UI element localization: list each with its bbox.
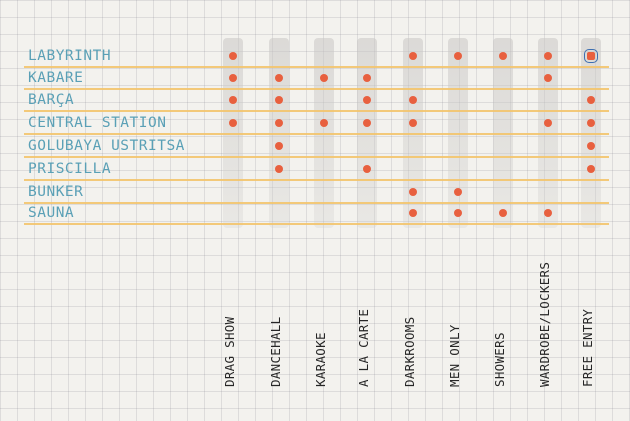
dot-golubaya-ustritsa-free-entry xyxy=(587,142,595,150)
dot-golubaya-ustritsa-dancehall xyxy=(275,142,283,150)
dot-kabare-dancehall xyxy=(275,74,283,82)
feature-label-free-entry: FREE ENTRY xyxy=(580,308,595,387)
row-line-kabare xyxy=(24,88,609,90)
dot-labyrinth-men-only xyxy=(454,52,462,60)
row-line-golubaya-ustritsa xyxy=(24,156,609,158)
dot-bar-a-dancehall xyxy=(275,96,283,104)
venue-label-bar-a: BARÇA xyxy=(28,92,75,108)
venue-label-bunker: BUNKER xyxy=(28,184,84,200)
row-line-central-station xyxy=(24,133,609,135)
dot-labyrinth-drag-show xyxy=(229,52,237,60)
dot-central-station-wardrobe-lockers xyxy=(544,119,552,127)
row-line-bar-a xyxy=(24,110,609,112)
feature-label-showers: SHOWERS xyxy=(492,332,507,387)
venue-label-kabare: KABARE xyxy=(28,70,84,86)
dot-priscilla-free-entry xyxy=(587,165,595,173)
dot-sauna-wardrobe-lockers xyxy=(544,209,552,217)
feature-label-drag-show: DRAG SHOW xyxy=(222,316,237,387)
row-line-bunker xyxy=(24,202,609,204)
dot-central-station-free-entry xyxy=(587,119,595,127)
dot-central-station-dancehall xyxy=(275,119,283,127)
venue-label-golubaya-ustritsa: GOLUBAYA USTRITSA xyxy=(28,138,185,154)
row-line-labyrinth xyxy=(24,66,609,68)
feature-label-karaoke: KARAOKE xyxy=(313,332,328,387)
dot-bunker-darkrooms xyxy=(409,188,417,196)
venue-label-priscilla: PRISCILLA xyxy=(28,161,112,177)
dot-labyrinth-showers xyxy=(499,52,507,60)
dot-priscilla-a-la-carte xyxy=(363,165,371,173)
venue-label-sauna: SAUNA xyxy=(28,205,75,221)
dot-sauna-showers xyxy=(499,209,507,217)
dot-labyrinth-darkrooms xyxy=(409,52,417,60)
dot-bar-a-drag-show xyxy=(229,96,237,104)
feature-label-dancehall: DANCEHALL xyxy=(268,316,283,387)
dot-sauna-darkrooms xyxy=(409,209,417,217)
feature-label-wardrobe-lockers: WARDROBE/LOCKERS xyxy=(537,261,552,387)
dot-labyrinth-free-entry xyxy=(584,49,598,63)
dot-bunker-men-only xyxy=(454,188,462,196)
dot-labyrinth-wardrobe-lockers xyxy=(544,52,552,60)
dot-kabare-drag-show xyxy=(229,74,237,82)
feature-label-men-only: MEN ONLY xyxy=(447,324,462,387)
dot-bar-a-a-la-carte xyxy=(363,96,371,104)
row-line-sauna xyxy=(24,223,609,225)
dot-central-station-drag-show xyxy=(229,119,237,127)
row-line-priscilla xyxy=(24,179,609,181)
dot-central-station-darkrooms xyxy=(409,119,417,127)
dot-priscilla-dancehall xyxy=(275,165,283,173)
venue-label-labyrinth: LABYRINTH xyxy=(28,48,112,64)
dot-kabare-a-la-carte xyxy=(363,74,371,82)
dot-kabare-wardrobe-lockers xyxy=(544,74,552,82)
dot-central-station-a-la-carte xyxy=(363,119,371,127)
dot-bar-a-darkrooms xyxy=(409,96,417,104)
dot-central-station-karaoke xyxy=(320,119,328,127)
feature-label-a-la-carte: A LA CARTE xyxy=(356,308,371,387)
dot-bar-a-free-entry xyxy=(587,96,595,104)
dot-kabare-karaoke xyxy=(320,74,328,82)
dot-sauna-men-only xyxy=(454,209,462,217)
venue-label-central-station: CENTRAL STATION xyxy=(28,115,167,131)
feature-label-darkrooms: DARKROOMS xyxy=(402,316,417,387)
